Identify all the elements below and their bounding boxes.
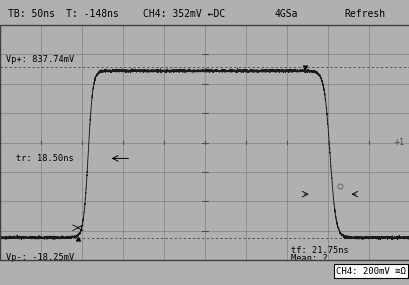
Text: Vp-: -18.25mV: Vp-: -18.25mV (6, 253, 74, 262)
Text: tf: 21.75ns: tf: 21.75ns (290, 246, 348, 255)
Text: T: -148ns: T: -148ns (65, 9, 118, 19)
Text: tr: 18.50ns: tr: 18.50ns (16, 154, 74, 163)
Text: Mean: ?: Mean: ? (290, 254, 327, 262)
Text: CH4: 352mV ⇜DC: CH4: 352mV ⇜DC (143, 9, 225, 19)
Text: Refresh: Refresh (344, 9, 384, 19)
Text: Vp+: 837.74mV: Vp+: 837.74mV (6, 55, 74, 64)
Text: TB: 50ns: TB: 50ns (8, 9, 55, 19)
Text: +1: +1 (392, 138, 403, 147)
Text: 4GSa: 4GSa (274, 9, 297, 19)
Text: CH4: 200mV ≅Ω: CH4: 200mV ≅Ω (335, 267, 405, 276)
